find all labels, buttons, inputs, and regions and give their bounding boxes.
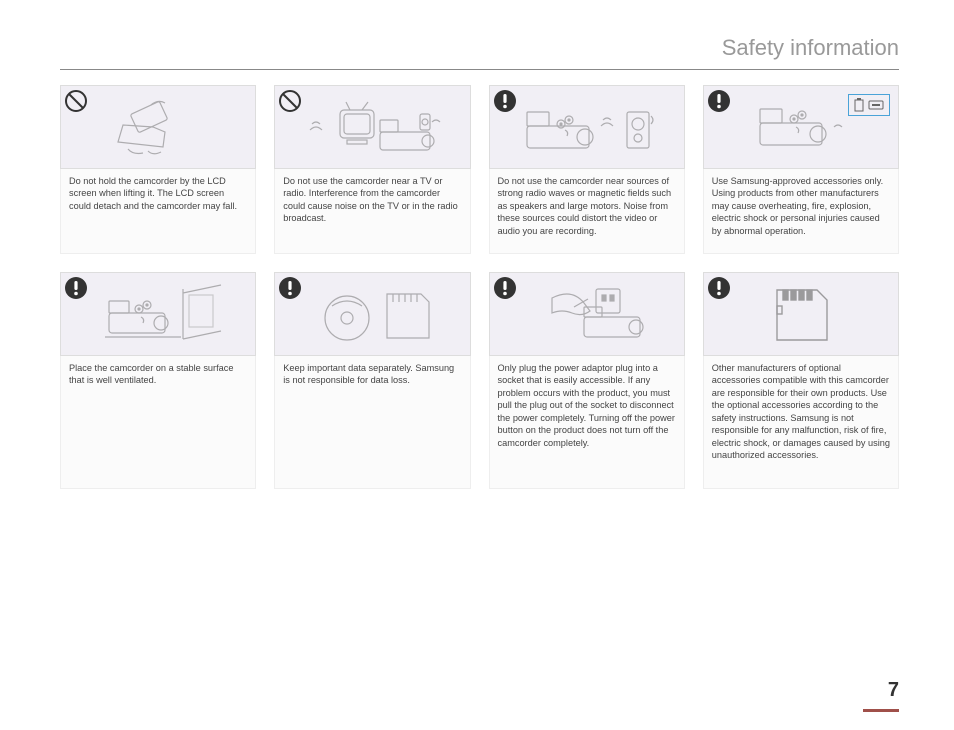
caption-text: Place the camcorder on a stable surface … [60, 356, 256, 489]
title-rule [60, 69, 899, 70]
manual-page: Safety information [0, 0, 954, 519]
caption-text: Only plug the power adaptor plug into a … [489, 356, 685, 489]
caution-icon [278, 276, 302, 305]
row-1: Do not hold the camcorder by the LCD scr… [60, 85, 899, 254]
safety-card: Use Samsung-approved accessories only. U… [703, 85, 899, 254]
caption-text: Do not use the camcorder near sources of… [489, 169, 685, 254]
sdcard-large-sketch [761, 284, 841, 344]
prohibit-icon [278, 89, 302, 118]
illustration-panel [703, 272, 899, 356]
camcorder-surface-sketch [93, 283, 223, 345]
disc-sdcard-sketch [307, 284, 437, 344]
row-2: Place the camcorder on a stable surface … [60, 272, 899, 489]
caution-icon [493, 89, 517, 118]
safety-card: Place the camcorder on a stable surface … [60, 272, 256, 489]
page-title: Safety information [60, 35, 899, 61]
caption-text: Other manufacturers of optional accessor… [703, 356, 899, 489]
caption-text: Keep important data separately. Samsung … [274, 356, 470, 489]
safety-grid: Do not hold the camcorder by the LCD scr… [60, 85, 899, 489]
camcorder-lcd-sketch [103, 97, 213, 157]
safety-card: Do not hold the camcorder by the LCD scr… [60, 85, 256, 254]
illustration-panel [489, 85, 685, 169]
illustration-panel [60, 85, 256, 169]
illustration-panel [60, 272, 256, 356]
illustration-panel [274, 272, 470, 356]
illustration-panel [489, 272, 685, 356]
camcorder-sketch [746, 99, 856, 155]
safety-card: Other manufacturers of optional accessor… [703, 272, 899, 489]
safety-card: Do not use the camcorder near sources of… [489, 85, 685, 254]
caution-icon [64, 276, 88, 305]
page-number: 7 [888, 679, 899, 702]
plug-socket-sketch [522, 283, 652, 345]
caution-icon [707, 89, 731, 118]
caution-icon [493, 276, 517, 305]
charger-icon [868, 100, 884, 110]
illustration-panel [703, 85, 899, 169]
safety-card: Do not use the camcorder near a TV or ra… [274, 85, 470, 254]
caption-text: Use Samsung-approved accessories only. U… [703, 169, 899, 254]
prohibit-icon [64, 89, 88, 118]
camcorder-tv-sketch [302, 96, 442, 158]
caption-text: Do not use the camcorder near a TV or ra… [274, 169, 470, 254]
caption-text: Do not hold the camcorder by the LCD scr… [60, 169, 256, 254]
safety-card: Keep important data separately. Samsung … [274, 272, 470, 489]
page-number-underline [863, 709, 899, 712]
safety-card: Only plug the power adaptor plug into a … [489, 272, 685, 489]
illustration-panel [274, 85, 470, 169]
caution-icon [707, 276, 731, 305]
camcorder-speaker-sketch [517, 96, 657, 158]
